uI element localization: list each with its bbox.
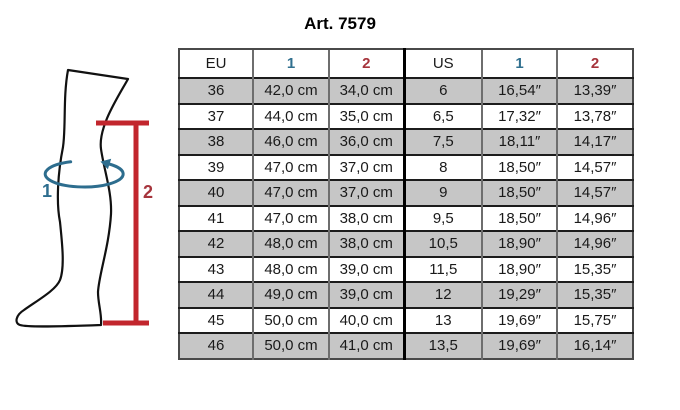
eu-size-cell: 46 [179,332,253,359]
size-table: EU 1 2 US 1 2 36 42,0 cm 34,0 cm 6 16,54… [178,48,634,360]
us-size-cell: 13,5 [402,332,482,359]
table-row: 40 47,0 cm 37,0 cm 9 18,50″ 14,57″ [179,179,633,206]
cm1-cell: 49,0 cm [252,281,329,308]
in2-cell: 13,39″ [556,77,633,104]
us-size-cell: 13 [402,306,482,333]
header-cell-measure2-cm: 2 [328,48,404,78]
cm1-cell: 47,0 cm [252,179,329,206]
table-row: 39 47,0 cm 37,0 cm 8 18,50″ 14,57″ [179,153,633,180]
cm2-cell: 39,0 cm [328,281,404,308]
us-size-cell: 7,5 [402,128,482,155]
cm1-cell: 42,0 cm [252,77,329,104]
in1-cell: 19,69″ [481,306,557,333]
in2-cell: 14,17″ [556,128,633,155]
us-size-cell: 9,5 [402,204,482,231]
in2-cell: 14,96″ [556,230,633,257]
cm1-cell: 48,0 cm [252,255,329,282]
cm1-cell: 44,0 cm [252,102,329,129]
leg-outline [15,68,130,328]
us-size-cell: 6,5 [402,102,482,129]
eu-size-cell: 43 [179,255,253,282]
in1-cell: 18,90″ [481,230,557,257]
in1-cell: 19,69″ [481,332,557,359]
header-cell-measure2-in: 2 [556,48,633,78]
table-row: 38 46,0 cm 36,0 cm 7,5 18,11″ 14,17″ [179,128,633,155]
table-row: 41 47,0 cm 38,0 cm 9,5 18,50″ 14,96″ [179,204,633,231]
circumference-arrow [43,158,125,189]
leg-measurement-diagram: 1 2 [15,68,153,328]
cm1-cell: 46,0 cm [252,128,329,155]
in2-cell: 15,35″ [556,281,633,308]
measure-label-2: 2 [143,182,153,202]
eu-size-cell: 44 [179,281,253,308]
eu-size-cell: 40 [179,179,253,206]
in1-cell: 16,54″ [481,77,557,104]
in1-cell: 18,90″ [481,255,557,282]
cm2-cell: 38,0 cm [328,230,404,257]
in2-cell: 15,75″ [556,306,633,333]
in2-cell: 16,14″ [556,332,633,359]
cm1-cell: 47,0 cm [252,204,329,231]
us-size-cell: 6 [402,77,482,104]
table-row: 36 42,0 cm 34,0 cm 6 16,54″ 13,39″ [179,77,633,104]
in2-cell: 14,96″ [556,204,633,231]
table-row: 43 48,0 cm 39,0 cm 11,5 18,90″ 15,35″ [179,255,633,282]
table-row: 44 49,0 cm 39,0 cm 12 19,29″ 15,35″ [179,281,633,308]
in1-cell: 18,50″ [481,179,557,206]
us-size-cell: 10,5 [402,230,482,257]
cm1-cell: 47,0 cm [252,153,329,180]
eu-size-cell: 36 [179,77,253,104]
in2-cell: 14,57″ [556,153,633,180]
eu-size-cell: 41 [179,204,253,231]
in1-cell: 17,32″ [481,102,557,129]
in2-cell: 13,78″ [556,102,633,129]
in1-cell: 18,50″ [481,204,557,231]
table-row: 37 44,0 cm 35,0 cm 6,5 17,32″ 13,78″ [179,102,633,129]
cm2-cell: 41,0 cm [328,332,404,359]
cm2-cell: 37,0 cm [328,153,404,180]
cm1-cell: 50,0 cm [252,332,329,359]
cm2-cell: 37,0 cm [328,179,404,206]
in1-cell: 18,11″ [481,128,557,155]
us-size-cell: 9 [402,179,482,206]
article-title: Art. 7579 [304,14,376,33]
us-size-cell: 11,5 [402,255,482,282]
in1-cell: 19,29″ [481,281,557,308]
cm2-cell: 38,0 cm [328,204,404,231]
table-row: 45 50,0 cm 40,0 cm 13 19,69″ 15,75″ [179,306,633,333]
eu-size-cell: 42 [179,230,253,257]
height-measure-line [96,120,149,326]
eu-size-cell: 38 [179,128,253,155]
measure-label-1: 1 [42,181,52,201]
header-row: EU 1 2 US 1 2 [179,48,633,78]
table-row: 46 50,0 cm 41,0 cm 13,5 19,69″ 16,14″ [179,332,633,359]
in1-cell: 18,50″ [481,153,557,180]
eu-size-cell: 45 [179,306,253,333]
in2-cell: 14,57″ [556,179,633,206]
header-cell-us: US [402,48,482,78]
cm2-cell: 36,0 cm [328,128,404,155]
header-cell-measure1-cm: 1 [252,48,329,78]
cm2-cell: 34,0 cm [328,77,404,104]
cm1-cell: 50,0 cm [252,306,329,333]
table-row: 42 48,0 cm 38,0 cm 10,5 18,90″ 14,96″ [179,230,633,257]
eu-size-cell: 39 [179,153,253,180]
in2-cell: 15,35″ [556,255,633,282]
us-size-cell: 8 [402,153,482,180]
cm2-cell: 39,0 cm [328,255,404,282]
cm2-cell: 40,0 cm [328,306,404,333]
cm2-cell: 35,0 cm [328,102,404,129]
header-cell-eu: EU [179,48,253,78]
eu-size-cell: 37 [179,102,253,129]
header-cell-measure1-in: 1 [481,48,557,78]
us-size-cell: 12 [402,281,482,308]
cm1-cell: 48,0 cm [252,230,329,257]
